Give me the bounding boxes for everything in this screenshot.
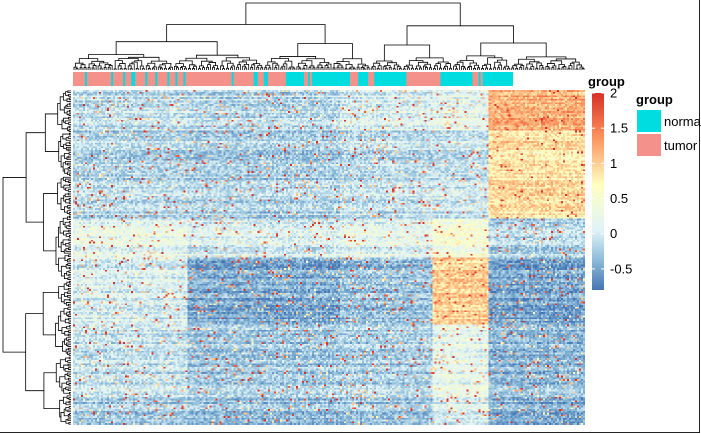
annotation-segment-tumor [73, 72, 86, 86]
annotation-segment-tumor [472, 72, 479, 86]
annotation-segment-normal [311, 72, 351, 86]
color-scale-tick-label: 1.5 [610, 121, 628, 136]
annotation-segment-normal [145, 72, 148, 86]
annotation-segment-tumor [113, 72, 124, 86]
annotation-segment-tumor [233, 72, 255, 86]
row-dendrogram-lines [2, 90, 71, 425]
annotation-segment-normal [285, 72, 305, 86]
annotation-segment-normal [175, 72, 178, 86]
column-dendrogram-lines [73, 2, 585, 70]
annotation-segment-tumor [368, 72, 375, 86]
group-legend-title: group [636, 92, 673, 107]
annotation-segment-normal [482, 72, 514, 86]
annotation-segment-tumor [480, 72, 483, 86]
annotation-segment-normal [263, 72, 269, 86]
row-dendrogram [2, 90, 71, 425]
column-dendrogram [73, 2, 585, 70]
heatmap-body [73, 90, 585, 425]
annotation-segment-normal [85, 72, 88, 86]
color-scale-tick-label: 2 [610, 86, 617, 101]
annotation-segment-normal [123, 72, 126, 86]
annotation-segment-normal [183, 72, 186, 86]
color-scale-tick-label: 1 [610, 156, 617, 171]
group-annotation-bar [73, 72, 514, 86]
annotation-segment-normal [253, 72, 259, 86]
annotation-segment-tumor [157, 72, 168, 86]
annotation-segment-normal [111, 72, 114, 86]
color-scale-legend: group 2 1.5 1 0.5 0 -0.5 [588, 74, 632, 290]
color-scale-tick-label: 0.5 [610, 191, 628, 206]
annotation-segment-normal [307, 72, 311, 86]
annotation-segment-tumor [135, 72, 146, 86]
annotation-segment-tumor [303, 72, 309, 86]
color-scale-tick-label: -0.5 [610, 261, 632, 276]
annotation-segment-normal [155, 72, 158, 86]
annotation-segment-normal [358, 72, 369, 86]
annotation-segment-tumor [257, 72, 265, 86]
annotation-segment-tumor [309, 72, 313, 86]
color-scale-tick-label: 0 [610, 226, 617, 241]
annotation-segment-tumor [177, 72, 184, 86]
annotation-segment-tumor [185, 72, 232, 86]
annotation-segment-tumor [267, 72, 287, 86]
group-legend-label-tumor: tumor [664, 138, 698, 153]
annotation-segment-normal [167, 72, 170, 86]
annotation-segment-tumor [87, 72, 112, 86]
heatmap-cells [73, 90, 585, 425]
color-scale-bar [592, 93, 604, 290]
annotation-segment-normal [131, 72, 136, 86]
annotation-segment-tumor [147, 72, 156, 86]
annotation-segment-tumor [125, 72, 132, 86]
annotation-segment-tumor [350, 72, 359, 86]
group-legend-swatch-tumor [637, 134, 661, 156]
annotation-segment-tumor [406, 72, 441, 86]
annotation-segment-normal [440, 72, 473, 86]
group-legend-swatch-normal [637, 110, 661, 132]
annotation-segment-normal [231, 72, 234, 86]
annotation-segment-normal [374, 72, 407, 86]
color-scale-title: group [588, 74, 625, 89]
group-legend: group normal tumor [636, 92, 701, 156]
annotation-segment-tumor [169, 72, 176, 86]
annotation-segment-normal [478, 72, 481, 86]
group-legend-label-normal: normal [664, 114, 701, 129]
